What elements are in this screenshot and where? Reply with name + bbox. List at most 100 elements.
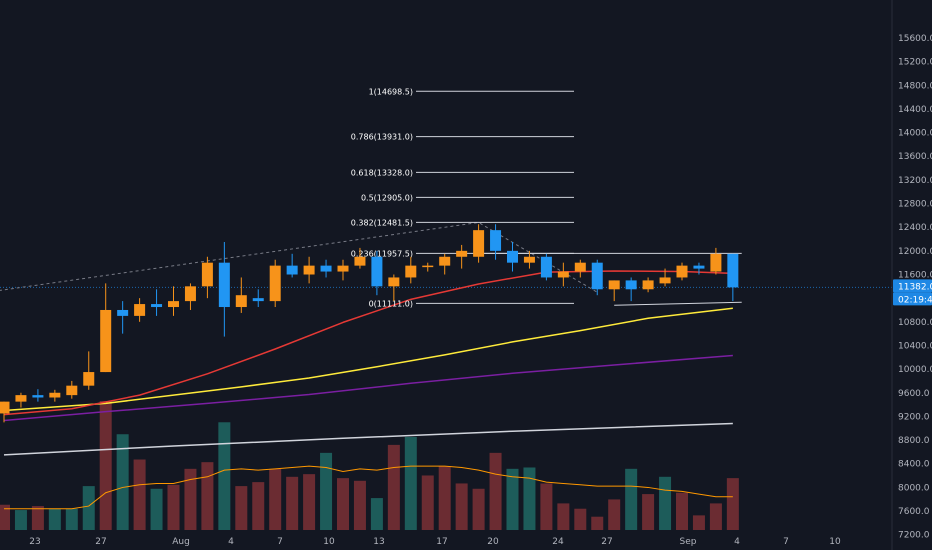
price-tick-label: 14000.0 xyxy=(898,129,932,139)
candle-body xyxy=(710,253,722,272)
volume-bar xyxy=(14,510,27,530)
time-tick-label: 27 xyxy=(601,537,612,547)
volume-bar xyxy=(404,436,417,530)
volume-bar xyxy=(659,476,672,530)
volume-bar xyxy=(370,498,383,530)
candle-body xyxy=(117,309,129,316)
time-tick-label: 4 xyxy=(734,537,740,547)
volume-bar xyxy=(82,486,95,530)
candle-body xyxy=(727,253,739,288)
volume-bar xyxy=(48,508,61,530)
candle-body xyxy=(625,280,637,290)
candle-body xyxy=(184,286,196,302)
volume-bar xyxy=(201,462,214,530)
price-tick-label: 15600.0 xyxy=(898,34,932,44)
candle-body xyxy=(269,265,281,302)
ma-white-line xyxy=(3,422,733,456)
volume-bar xyxy=(506,468,519,530)
candle-body xyxy=(523,256,535,263)
fib-level-label: 1(14698.5) xyxy=(369,87,413,96)
volume-bar xyxy=(252,482,265,530)
volume-ma-line xyxy=(4,465,733,510)
volume-bar xyxy=(353,480,366,530)
candle-body xyxy=(32,395,44,398)
volume-bar xyxy=(116,434,129,530)
candle-body xyxy=(100,309,112,373)
price-tick-label: 8800.0 xyxy=(898,436,930,446)
price-tick-label: 14800.0 xyxy=(898,81,932,91)
time-tick-label: 7 xyxy=(277,537,283,547)
volume-bar xyxy=(438,466,451,530)
candle-body xyxy=(337,265,349,272)
current-price-text: 11382.0 xyxy=(898,282,932,292)
price-tick-label: 13200.0 xyxy=(898,176,932,186)
volume-bar xyxy=(31,506,44,530)
volume-bar xyxy=(625,468,638,530)
volume-bar xyxy=(421,475,434,530)
volume-bar xyxy=(642,494,655,530)
ma-yellow-line xyxy=(3,307,733,412)
time-tick-label: 27 xyxy=(95,537,106,547)
volume-bar xyxy=(709,503,722,530)
volume-bar xyxy=(455,483,468,530)
price-tick-label: 11600.0 xyxy=(898,271,932,281)
candle-body xyxy=(422,265,434,268)
candle-body xyxy=(693,265,705,269)
price-tick-label: 8000.0 xyxy=(898,483,930,493)
candle-body xyxy=(659,277,671,284)
price-tick-label: 9600.0 xyxy=(898,389,930,399)
candle-body xyxy=(676,265,688,278)
volume-bar xyxy=(65,508,78,530)
volume-bar xyxy=(235,486,248,530)
ma-red-line xyxy=(3,270,733,416)
volume-bar xyxy=(540,483,553,530)
time-tick-label: 10 xyxy=(323,537,335,547)
candle-body xyxy=(320,265,332,272)
time-axis[interactable]: 23 27 Aug 4 7 10 13 17 20 24 27 Sep 4 7 10 xyxy=(29,537,841,547)
volume-bar xyxy=(692,515,705,530)
drawings-layer: 1(14698.5) 0.786(13931.0) 0.618(13328.0) 0.… xyxy=(0,87,742,308)
time-tick-label: 20 xyxy=(487,537,499,547)
volume-bar xyxy=(99,400,112,530)
candle-body xyxy=(151,304,163,308)
volume-bar xyxy=(184,468,197,530)
time-tick-label: 4 xyxy=(228,537,234,547)
time-tick-label: 13 xyxy=(373,537,384,547)
volume-bar xyxy=(472,488,485,530)
candle-body xyxy=(286,265,298,275)
candle-body xyxy=(574,262,586,272)
candle-body xyxy=(15,395,27,402)
candle-body xyxy=(642,280,654,290)
fib-level-label: 0.5(12905.0) xyxy=(361,193,413,202)
volume-bar xyxy=(320,452,333,530)
price-tags: 11382.0 02:19:42 xyxy=(893,279,932,306)
ma-purple-line xyxy=(3,354,733,422)
candle-body xyxy=(83,372,95,386)
volume-bar xyxy=(218,422,231,530)
candle-body xyxy=(218,262,230,308)
volume-bar xyxy=(608,499,621,530)
channel-bottom-line xyxy=(614,301,742,306)
price-tick-label: 7600.0 xyxy=(898,507,930,517)
volume-bar xyxy=(0,504,10,530)
candle-body xyxy=(388,277,400,287)
volume-bar xyxy=(726,478,739,530)
candles-layer xyxy=(0,224,739,423)
volume-bar xyxy=(387,444,400,530)
volume-bar xyxy=(167,484,180,530)
fib-level-label: 0.382(12481.5) xyxy=(351,218,413,227)
price-tick-label: 8400.0 xyxy=(898,460,930,470)
volume-bar xyxy=(489,452,502,530)
candle-body xyxy=(507,250,518,263)
countdown-tag xyxy=(893,292,932,306)
fib-level-label: 0(11111.0) xyxy=(369,299,413,308)
time-tick-label: Sep xyxy=(680,537,697,547)
candle-body xyxy=(168,301,179,308)
price-tick-label: 14400.0 xyxy=(898,105,932,115)
candle-body xyxy=(439,256,451,266)
time-tick-label: 7 xyxy=(783,537,789,547)
volume-bar xyxy=(133,459,146,530)
candle-body xyxy=(303,265,315,275)
price-axis[interactable]: 7200.0 7600.0 8000.0 8400.0 8800.0 9200.0 9600… xyxy=(891,0,932,550)
